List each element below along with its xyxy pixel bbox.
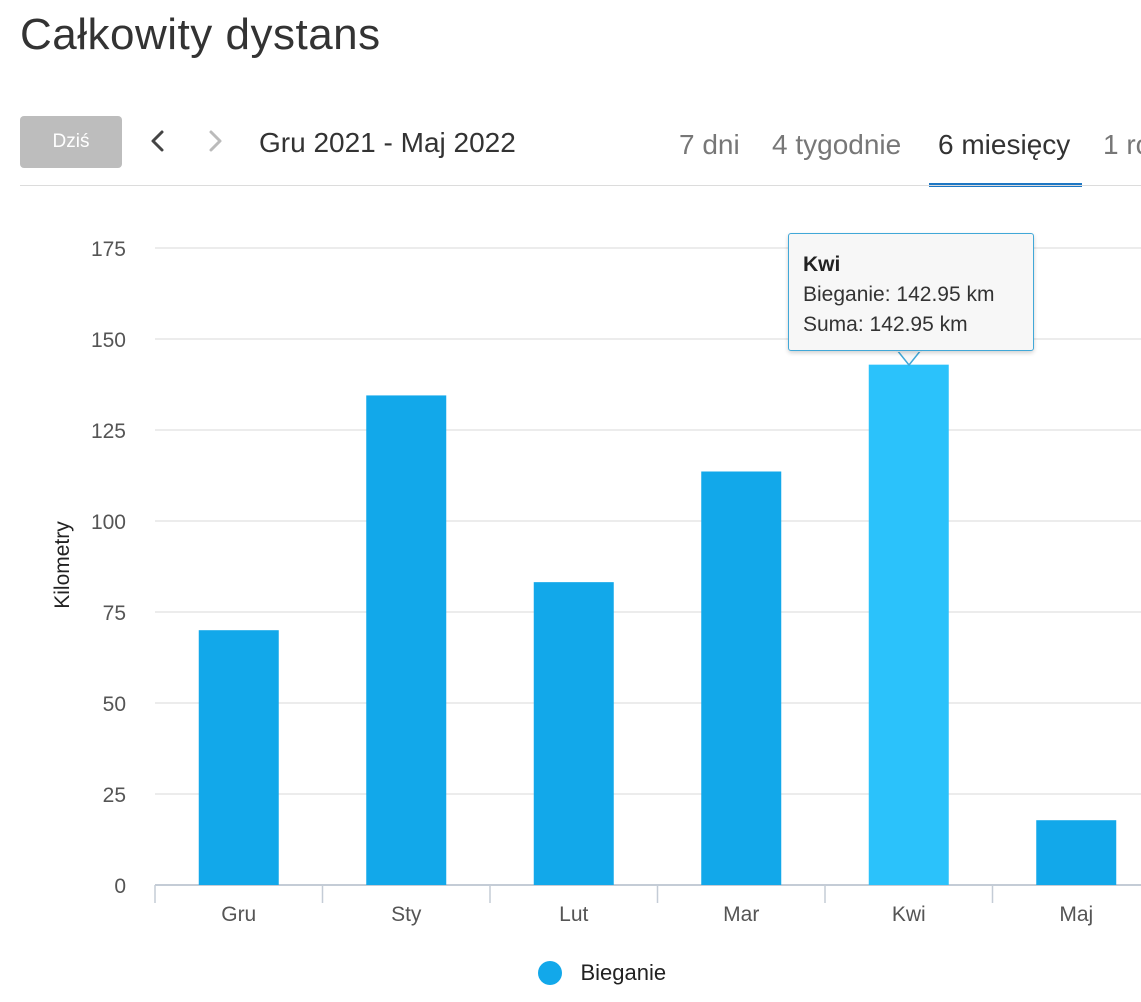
tooltip-pointer xyxy=(896,350,922,367)
y-tick-label: 175 xyxy=(91,238,126,261)
x-tick-label: Sty xyxy=(391,903,422,926)
bar-gru[interactable] xyxy=(198,630,279,885)
x-tick-label: Mar xyxy=(723,903,759,926)
bar-mar[interactable] xyxy=(701,471,782,885)
x-tick-label: Kwi xyxy=(892,903,926,926)
y-tick-label: 125 xyxy=(91,420,126,443)
toolbar-divider xyxy=(20,185,1141,186)
bar-maj[interactable] xyxy=(1036,820,1117,885)
bar-lut[interactable] xyxy=(533,582,614,885)
chevron-left-icon[interactable] xyxy=(143,126,173,156)
x-tick-label: Lut xyxy=(559,903,588,926)
page-title: Całkowity dystans xyxy=(20,10,381,59)
y-tick-label: 25 xyxy=(103,784,126,807)
bar-kwi[interactable] xyxy=(868,364,949,885)
y-axis-title: Kilometry xyxy=(51,521,74,609)
bar-sty[interactable] xyxy=(366,395,447,885)
tooltip-title: Kwi xyxy=(803,253,841,276)
y-tick-label: 100 xyxy=(91,511,126,534)
tab-1-year[interactable]: 1 rok xyxy=(1103,129,1141,160)
legend-label-bieganie: Bieganie xyxy=(580,960,667,985)
tooltip-total-value: Suma: 142.95 km xyxy=(803,313,968,336)
date-range-label: Gru 2021 - Maj 2022 xyxy=(259,127,516,158)
y-tick-label: 0 xyxy=(114,875,126,898)
y-tick-label: 150 xyxy=(91,329,126,352)
y-tick-label: 50 xyxy=(103,693,126,716)
today-button[interactable]: Dziś xyxy=(20,116,122,168)
period-toolbar: Dziś Gru 2021 - Maj 2022 7 dni 4 tygodni… xyxy=(0,112,1141,188)
x-tick-label: Maj xyxy=(1059,903,1093,926)
bar-tooltip: Kwi Bieganie: 142.95 km Suma: 142.95 km xyxy=(788,233,1034,351)
legend-swatch-bieganie xyxy=(538,961,562,985)
chevron-right-icon[interactable] xyxy=(200,126,230,156)
y-tick-label: 75 xyxy=(103,602,126,625)
x-tick-label: Gru xyxy=(221,903,256,926)
tab-6-months[interactable]: 6 miesięcy xyxy=(938,129,1071,160)
tab-4-weeks[interactable]: 4 tygodnie xyxy=(772,129,902,160)
tab-7-days[interactable]: 7 dni xyxy=(679,129,740,160)
chart-legend[interactable]: Bieganie xyxy=(538,960,666,990)
tooltip-series-value: Bieganie: 142.95 km xyxy=(803,283,995,306)
